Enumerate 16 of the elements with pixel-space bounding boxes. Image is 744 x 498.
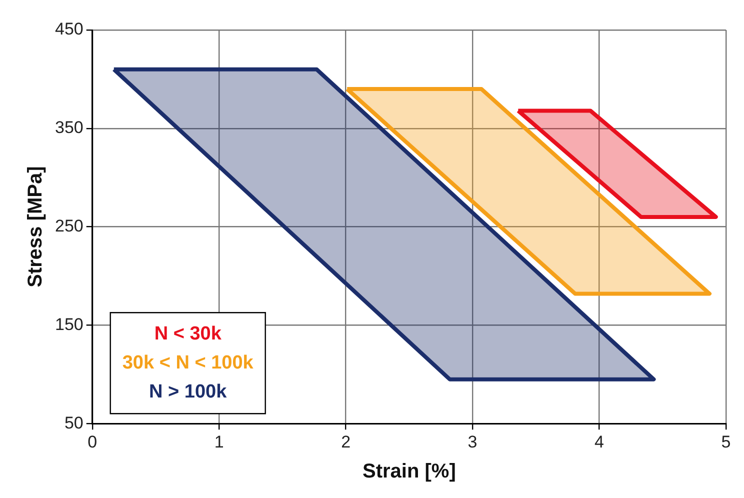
y-tick-label: 350 — [54, 118, 84, 138]
x-tick-label: 0 — [88, 432, 98, 452]
y-tick-label: 250 — [54, 216, 84, 236]
y-tick-label: 450 — [54, 20, 84, 39]
y-tick-label: 150 — [54, 314, 84, 334]
x-tick-label: 4 — [594, 432, 604, 452]
x-tick-label: 1 — [214, 432, 224, 452]
x-axis-title: Strain [%] — [362, 460, 456, 483]
y-axis-title: Stress [MPa] — [24, 166, 47, 288]
y-tick-label: 50 — [64, 413, 84, 432]
text: 30k < N < 100k — [122, 352, 254, 374]
x-tick-label: 2 — [341, 432, 351, 452]
x-tick-label: 5 — [721, 432, 731, 452]
text: N > 100k — [149, 381, 228, 402]
text: N < 30k — [154, 323, 222, 344]
x-tick-label: 3 — [468, 432, 478, 452]
